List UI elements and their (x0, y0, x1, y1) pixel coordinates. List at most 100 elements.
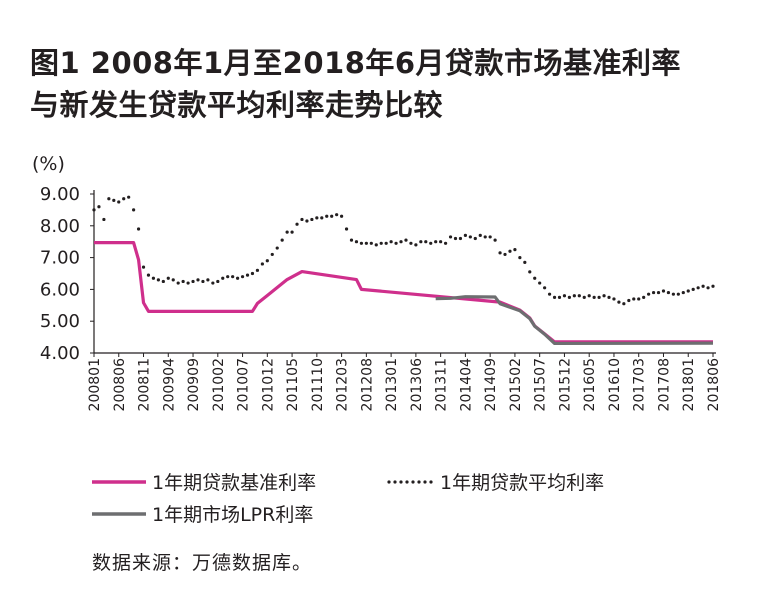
avg-rate-point (439, 240, 443, 244)
avg-rate-point (503, 252, 507, 257)
avg-rate-point (597, 295, 601, 299)
lpr-rate-line (435, 295, 714, 346)
plot-area (92, 195, 715, 346)
x-tick-label: 201110 (310, 358, 326, 411)
avg-rate-point (443, 241, 448, 245)
avg-rate-point (562, 294, 567, 298)
avg-rate-point (424, 240, 428, 244)
x-tick-label: 201012 (260, 358, 276, 411)
x-tick-label: 201801 (681, 358, 697, 411)
avg-rate-point (552, 295, 557, 299)
x-tick-label: 201512 (557, 358, 573, 411)
avg-rate-point (285, 230, 289, 234)
avg-rate-point (691, 287, 695, 291)
legend-average-swatch-dot (399, 480, 403, 484)
avg-rate-point (201, 279, 205, 284)
chart-legend: 1年期贷款基准利率 1年期贷款平均利率 1年期市场LPR利率 (92, 472, 604, 526)
avg-rate-point (622, 302, 626, 306)
avg-rate-point (429, 241, 433, 245)
avg-rate-point (696, 286, 700, 290)
avg-rate-point (434, 240, 438, 244)
x-tick-label: 201208 (359, 358, 375, 411)
avg-rate-point (206, 278, 210, 282)
x-tick-label: 201605 (582, 358, 598, 411)
avg-rate-point (567, 295, 571, 299)
avg-rate-point (404, 238, 408, 242)
avg-rate-point (642, 295, 646, 299)
avg-rate-point (533, 276, 537, 280)
avg-rate-point (186, 281, 190, 285)
avg-rate-point (369, 241, 373, 245)
legend-average-label: 1年期贷款平均利率 (440, 472, 604, 494)
avg-rate-point (349, 238, 354, 242)
legend-average-swatch-dot (417, 480, 421, 484)
x-axis-ticks: 200801 200806 200811 200904 200909 201002 2010… (87, 353, 722, 411)
x-tick-label: 201404 (458, 358, 474, 412)
avg-rate-point (706, 286, 710, 290)
avg-rate-point (488, 235, 492, 239)
x-tick-label: 200811 (137, 358, 153, 411)
avg-rate-point (330, 214, 334, 218)
avg-rate-point (132, 208, 136, 212)
avg-rate-point (617, 300, 621, 304)
avg-rate-point (161, 279, 165, 284)
avg-rate-point (216, 279, 220, 284)
avg-rate-point (240, 275, 245, 279)
avg-rate-point (211, 281, 215, 285)
avg-rate-point (513, 248, 517, 252)
avg-rate-point (255, 268, 260, 272)
chart-axes (93, 190, 716, 354)
legend-benchmark-label: 1年期贷款基准利率 (152, 472, 316, 494)
x-tick-label: 201301 (384, 358, 400, 411)
avg-rate-point (493, 238, 497, 242)
avg-rate-point (547, 292, 552, 296)
avg-rate-point (463, 233, 467, 237)
avg-rate-point (538, 281, 542, 285)
avg-rate-point (384, 241, 388, 245)
x-tick-label: 200909 (186, 358, 202, 411)
avg-rate-point (473, 236, 477, 241)
avg-rate-point (651, 290, 656, 295)
avg-rate-point (676, 292, 680, 296)
legend-average-swatch-dot (423, 480, 427, 484)
avg-rate-point (127, 195, 131, 199)
avg-rate-point (171, 278, 175, 282)
avg-rate-point (102, 217, 106, 222)
legend-average-swatch-dot (405, 480, 409, 484)
avg-rate-point (572, 294, 576, 298)
avg-rate-point (92, 208, 96, 212)
avg-rate-point (612, 297, 616, 301)
avg-rate-point (681, 290, 685, 295)
avg-rate-point (166, 276, 170, 280)
avg-rate-point (354, 240, 359, 244)
legend-average-swatch-dot (411, 480, 415, 484)
avg-rate-point (414, 243, 418, 247)
x-tick-label: 201708 (656, 358, 672, 411)
avg-rate-point (557, 295, 562, 299)
avg-rate-point (275, 246, 279, 250)
legend-average-swatch-dot (429, 480, 433, 484)
avg-rate-point (265, 259, 269, 263)
avg-rate-point (310, 217, 314, 222)
avg-rate-point (394, 241, 398, 245)
avg-rate-point (518, 256, 522, 260)
avg-rate-point (671, 292, 675, 296)
avg-rate-point (656, 290, 661, 295)
x-tick-label: 201610 (607, 358, 623, 411)
avg-rate-point (587, 294, 591, 298)
avg-rate-point (280, 238, 284, 242)
avg-rate-point (156, 278, 160, 282)
avg-rate-point (374, 243, 378, 247)
avg-rate-point (226, 275, 230, 279)
avg-rate-point (250, 271, 255, 276)
chart-title-line-1: 图1 2008年1月至2018年6月贷款市场基准利率 (30, 46, 682, 80)
y-tick-label: 9.00 (40, 184, 80, 205)
x-tick-label: 201703 (632, 358, 648, 411)
legend-lpr-label: 1年期市场LPR利率 (152, 504, 313, 526)
y-tick-label: 6.00 (40, 279, 80, 300)
avg-rate-point (577, 294, 581, 298)
avg-rate-point (122, 197, 126, 201)
avg-rate-point (389, 240, 393, 244)
y-axis-unit-label: (%) (32, 153, 65, 175)
benchmark-rate-line (94, 241, 713, 344)
